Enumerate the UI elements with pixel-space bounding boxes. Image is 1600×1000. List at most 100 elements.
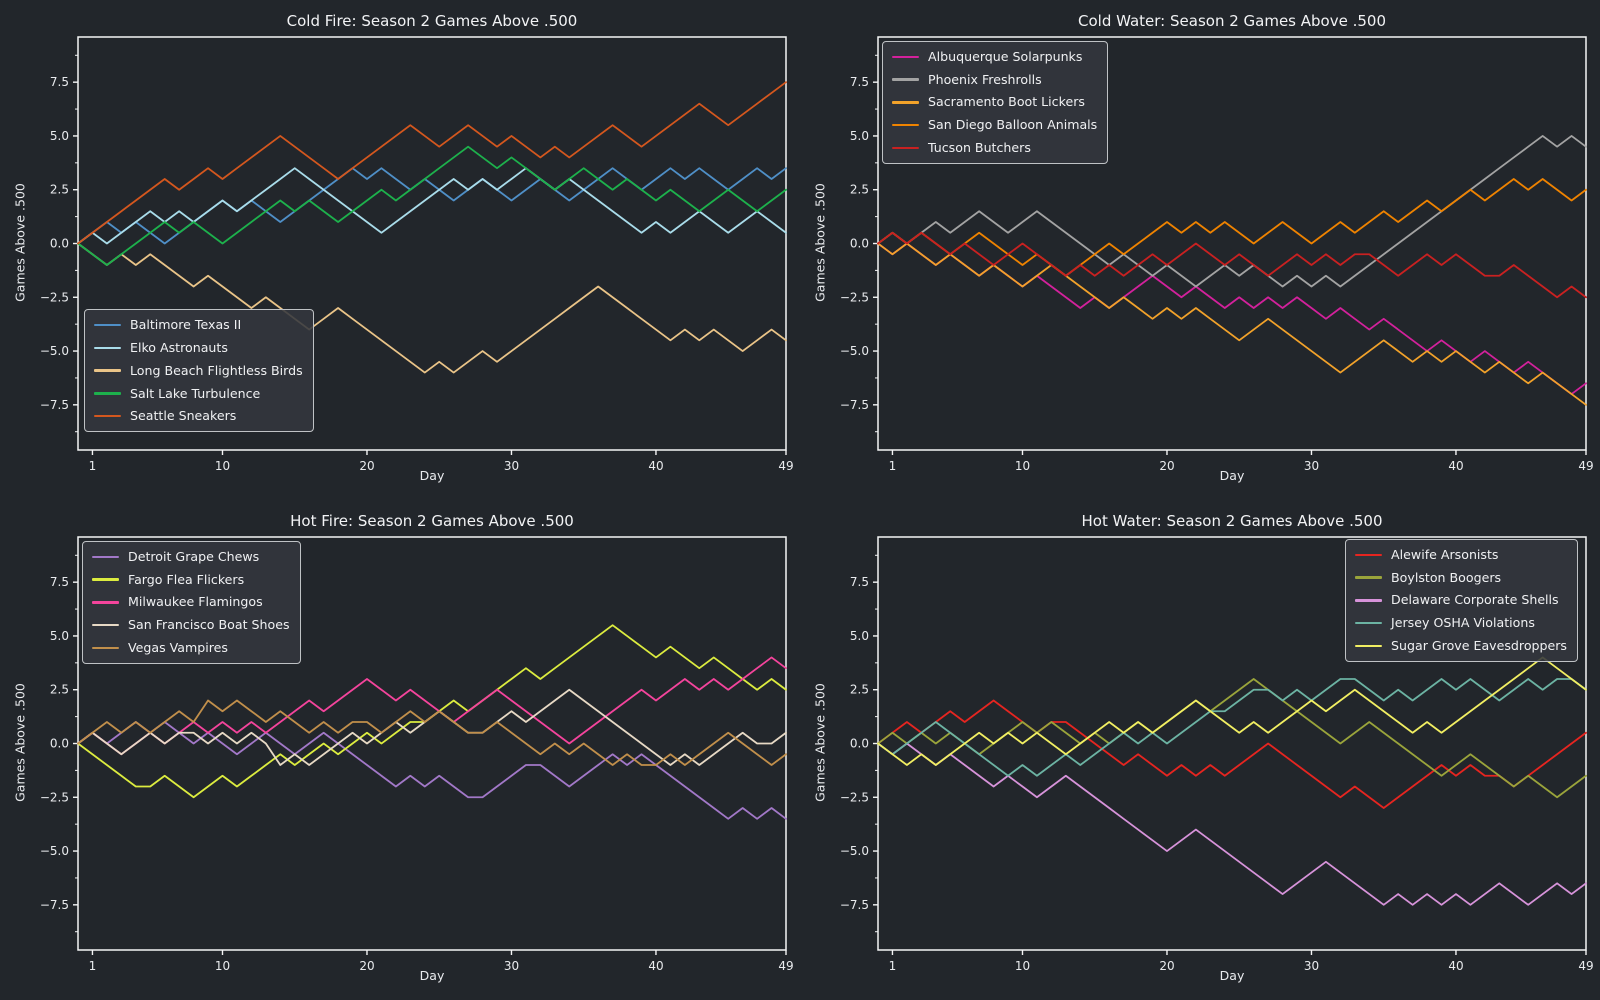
legend-label: Tucson Butchers bbox=[928, 139, 1031, 155]
plot-area: −7.5 −5.0 −2.5 0.0 2.5 5.0 7.5 1 10 20 30 40 49 bbox=[840, 36, 1594, 473]
legend-line-swatch bbox=[94, 323, 121, 327]
legend-line-swatch bbox=[1355, 644, 1383, 648]
legend: Detroit Grape Chews Fargo Flea Flickers Mi… bbox=[82, 541, 301, 664]
x-tick-label: 20 bbox=[359, 459, 374, 473]
y-tick-label: 5.0 bbox=[850, 129, 869, 143]
series-line-seattle-sneakers bbox=[77, 81, 787, 245]
x-tick-label: 40 bbox=[648, 459, 663, 473]
legend-label: Sugar Grove Eavesdroppers bbox=[1391, 637, 1567, 653]
legend-line-swatch bbox=[94, 369, 121, 372]
y-tick-label: −7.5 bbox=[40, 398, 69, 412]
series-line-elko-astronauts bbox=[77, 167, 787, 245]
x-tick-label: 20 bbox=[1159, 959, 1174, 973]
legend-item: Alewife Arsonists bbox=[1355, 547, 1567, 563]
y-tick-label: 0.0 bbox=[850, 237, 869, 251]
legend-item: Boylston Boogers bbox=[1355, 570, 1567, 586]
legend-label: Fargo Flea Flickers bbox=[128, 571, 245, 587]
y-tick-label: 7.5 bbox=[50, 575, 69, 589]
x-axis-label: Day bbox=[1219, 468, 1245, 483]
legend-label: Sacramento Boot Lickers bbox=[928, 94, 1085, 110]
x-tick-label: 40 bbox=[648, 959, 663, 973]
x-tick-label: 40 bbox=[1448, 459, 1463, 473]
legend-label: Elko Astronauts bbox=[130, 340, 228, 356]
y-tick-label: −5.0 bbox=[840, 344, 869, 358]
x-tick-label: 30 bbox=[1304, 459, 1319, 473]
x-axis-label: Day bbox=[419, 968, 445, 983]
legend-line-swatch bbox=[892, 78, 919, 81]
y-tick-label: −2.5 bbox=[840, 790, 869, 804]
legend-label: Albuquerque Solarpunks bbox=[928, 49, 1083, 64]
series-line-sugar-grove-eavesdroppers bbox=[877, 656, 1587, 766]
legend-line-swatch bbox=[1355, 576, 1383, 579]
legend-item: Elko Astronauts bbox=[94, 340, 303, 356]
chart-title: Cold Water: Season 2 Games Above .500 bbox=[1078, 12, 1386, 30]
series-line-salt-lake-turbulence bbox=[77, 145, 787, 266]
x-axis-label: Day bbox=[1219, 968, 1245, 983]
legend-line-swatch bbox=[92, 578, 119, 581]
y-tick-label: −7.5 bbox=[840, 898, 869, 912]
series-line-albuquerque-solarpunks bbox=[877, 242, 1587, 395]
chart-title: Cold Fire: Season 2 Games Above .500 bbox=[286, 12, 578, 30]
legend-line-swatch bbox=[94, 414, 121, 418]
y-tick-label: −7.5 bbox=[840, 398, 869, 412]
x-tick-label: 10 bbox=[215, 959, 230, 973]
x-tick-label: 49 bbox=[778, 959, 793, 973]
x-tick-label: 49 bbox=[778, 459, 793, 473]
legend-label: Salt Lake Turbulence bbox=[130, 385, 261, 401]
legend-line-swatch bbox=[1355, 621, 1383, 625]
plot-area: −7.5 −5.0 −2.5 0.0 2.5 5.0 7.5 1 10 20 30 40 49 bbox=[40, 36, 794, 473]
series-line-detroit-grape-chews bbox=[77, 721, 787, 820]
legend-item: Fargo Flea Flickers bbox=[92, 572, 290, 588]
legend-label: Phoenix Freshrolls bbox=[928, 71, 1042, 87]
y-tick-label: −2.5 bbox=[840, 290, 869, 304]
x-tick-label: 10 bbox=[215, 459, 230, 473]
y-tick-label: 7.5 bbox=[50, 75, 69, 89]
legend-line-swatch bbox=[892, 101, 919, 104]
legend-line-swatch bbox=[92, 555, 119, 559]
legend-line-swatch bbox=[1355, 599, 1383, 602]
legend-line-swatch bbox=[94, 392, 121, 395]
legend-label: Alewife Arsonists bbox=[1391, 547, 1499, 562]
x-tick-label: 49 bbox=[1578, 459, 1593, 473]
legend: Albuquerque Solarpunks Phoenix Freshrolls… bbox=[882, 41, 1109, 164]
y-tick-label: −5.0 bbox=[40, 844, 69, 858]
legend-line-swatch bbox=[892, 123, 919, 127]
plot-area: −7.5 −5.0 −2.5 0.0 2.5 5.0 7.5 1 10 20 30 40 49 bbox=[840, 536, 1594, 973]
x-tick-label: 30 bbox=[504, 459, 519, 473]
x-tick-label: 20 bbox=[359, 959, 374, 973]
series-line-milwaukee-flamingos bbox=[77, 656, 787, 756]
legend-item: Phoenix Freshrolls bbox=[892, 72, 1097, 88]
y-tick-label: −7.5 bbox=[40, 898, 69, 912]
chart-title: Hot Fire: Season 2 Games Above .500 bbox=[290, 512, 574, 530]
legend-label: Delaware Corporate Shells bbox=[1391, 592, 1559, 608]
panel-cold-fire: Cold Fire: Season 2 Games Above .500 Gam… bbox=[0, 0, 800, 500]
panel-hot-fire: Hot Fire: Season 2 Games Above .500 Game… bbox=[0, 500, 800, 1000]
legend-item: Delaware Corporate Shells bbox=[1355, 592, 1567, 608]
y-tick-label: −2.5 bbox=[40, 290, 69, 304]
y-tick-label: −5.0 bbox=[40, 344, 69, 358]
series-line-tucson-butchers bbox=[877, 231, 1587, 299]
y-tick-label: 5.0 bbox=[850, 629, 869, 643]
x-tick-label: 10 bbox=[1015, 959, 1030, 973]
y-tick-label: 7.5 bbox=[850, 75, 869, 89]
y-tick-label: −2.5 bbox=[40, 790, 69, 804]
series-line-delaware-corporate-shells bbox=[877, 742, 1587, 906]
legend-item: San Diego Balloon Animals bbox=[892, 117, 1097, 133]
panel-hot-water: Hot Water: Season 2 Games Above .500 Gam… bbox=[800, 500, 1600, 1000]
legend-line-swatch bbox=[92, 623, 119, 627]
x-tick-label: 1 bbox=[889, 459, 897, 473]
series-line-san-diego-balloon-animals bbox=[877, 178, 1587, 277]
series-line-baltimore-texas-ii bbox=[77, 167, 787, 245]
x-axis-label: Day bbox=[419, 468, 445, 483]
legend-line-swatch bbox=[892, 55, 919, 59]
legend-item: Jersey OSHA Violations bbox=[1355, 615, 1567, 631]
y-tick-label: 5.0 bbox=[50, 629, 69, 643]
y-tick-label: 2.5 bbox=[850, 683, 869, 697]
y-tick-label: 0.0 bbox=[850, 737, 869, 751]
series-line-alewife-arsonists bbox=[877, 699, 1587, 809]
y-tick-label: 0.0 bbox=[50, 737, 69, 751]
legend-label: Boylston Boogers bbox=[1391, 569, 1502, 585]
legend-item: Tucson Butchers bbox=[892, 140, 1097, 156]
legend-label: Seattle Sneakers bbox=[130, 408, 237, 424]
legend-item: Salt Lake Turbulence bbox=[94, 386, 303, 402]
